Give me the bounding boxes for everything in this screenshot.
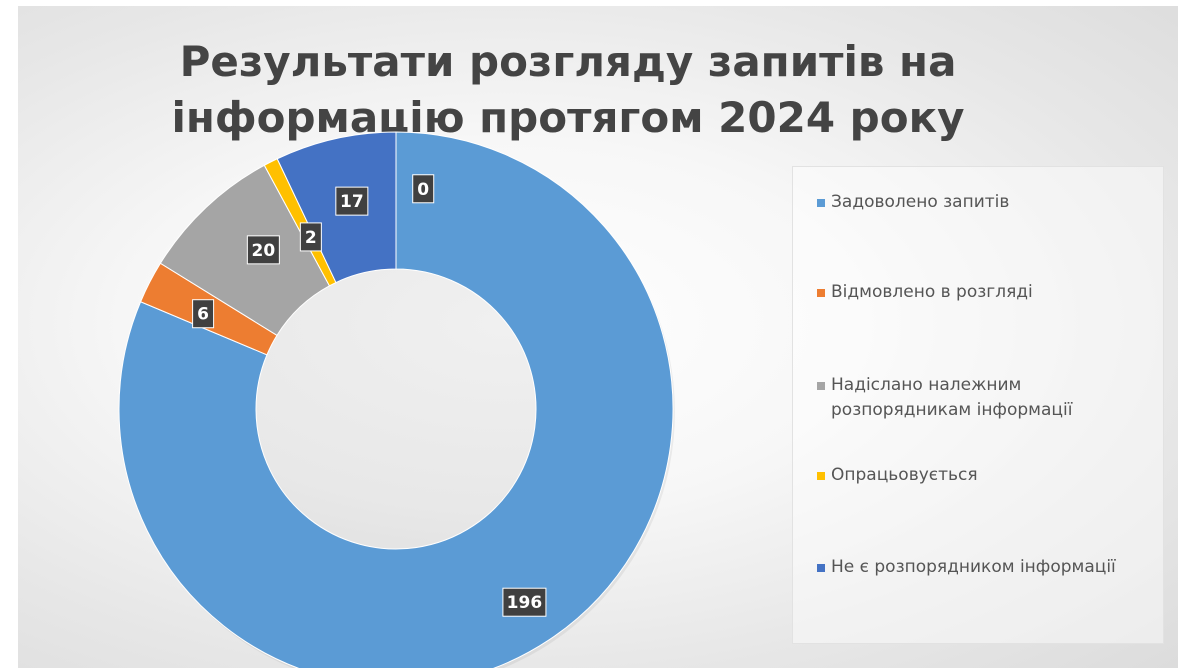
data-label-satisfied: 196 (507, 593, 543, 613)
doughnut-chart: 196 6 20 2 17 0 (118, 131, 675, 668)
data-label-processing-box (299, 222, 322, 252)
legend-label-satisfied: Задоволено запитів (831, 192, 1010, 212)
chart-title-line-2: інформацію протягом 2024 року (171, 93, 965, 142)
data-label-zero: 0 (417, 180, 429, 200)
chart-title: Результати розгляду запитів на інформаці… (168, 34, 968, 146)
data-label-zero-box (412, 174, 435, 204)
chart-frame: Результати розгляду запитів на інформаці… (18, 6, 1178, 668)
legend-swatch-forwarded (817, 382, 825, 390)
legend-label-not-holder: Не є розпорядником інформації (831, 557, 1116, 577)
legend-swatch-processing (817, 472, 825, 480)
legend-label-processing: Опрацьовується (831, 465, 978, 485)
legend-item-refused: Відмовлено в розгляді (817, 280, 1157, 305)
data-label-forwarded: 20 (252, 241, 276, 261)
data-label-processing: 2 (305, 228, 317, 248)
legend-label-refused: Відмовлено в розгляді (831, 282, 1033, 302)
data-label-refused-box (192, 299, 215, 329)
data-label-not-holder: 17 (340, 192, 364, 212)
data-label-satisfied-box (502, 587, 547, 617)
legend-label-forwarded: Надіслано належним розпорядникам інформа… (831, 375, 1073, 420)
legend-item-not-holder: Не є розпорядником інформації (817, 555, 1157, 580)
chart-legend: Задоволено запитів Відмовлено в розгляді… (792, 166, 1164, 644)
data-label-not-holder-box (335, 186, 369, 216)
legend-swatch-refused (817, 289, 825, 297)
legend-swatch-not-holder (817, 564, 825, 572)
legend-item-forwarded: Надіслано належним розпорядникам інформа… (817, 373, 1157, 423)
slice-satisfied (118, 131, 674, 668)
data-label-forwarded-box (246, 235, 280, 265)
legend-item-satisfied: Задоволено запитів (817, 190, 1157, 215)
chart-title-line-1: Результати розгляду запитів на (179, 37, 957, 86)
data-label-refused: 6 (197, 305, 209, 325)
legend-item-processing: Опрацьовується (817, 463, 1157, 488)
legend-swatch-satisfied (817, 199, 825, 207)
